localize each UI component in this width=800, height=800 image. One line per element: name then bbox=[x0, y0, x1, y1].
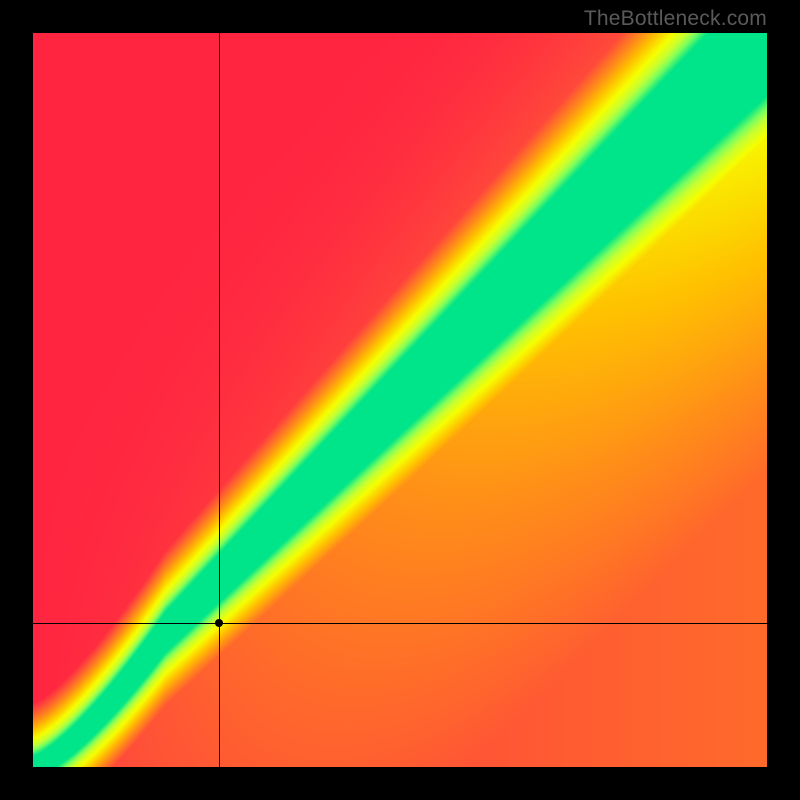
selection-marker-dot bbox=[215, 619, 223, 627]
heatmap-plot-area bbox=[33, 33, 767, 767]
watermark-text: TheBottleneck.com bbox=[584, 7, 767, 31]
heatmap-canvas bbox=[33, 33, 767, 767]
crosshair-horizontal-line bbox=[33, 623, 767, 624]
crosshair-vertical-line bbox=[219, 33, 220, 767]
